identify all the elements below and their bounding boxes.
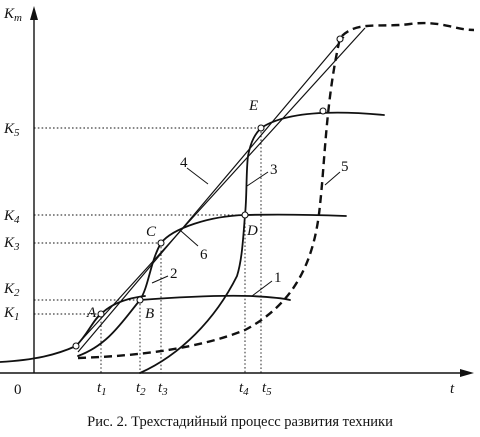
x-tick-t5: t5 <box>262 380 272 398</box>
x-axis-arrowhead <box>460 369 474 377</box>
point-a-marker <box>97 310 105 318</box>
curve-3-stage3 <box>139 111 385 374</box>
point-d-marker <box>241 211 249 219</box>
point-a-label: A <box>86 305 97 321</box>
curve-1-stage1-ext <box>139 294 291 301</box>
curve-4-label: 4 <box>180 155 188 171</box>
point-c-marker <box>157 239 165 247</box>
curve-base-segment <box>0 345 77 363</box>
curve-1-leader <box>251 280 273 297</box>
point-top-marker <box>336 35 344 43</box>
x-tick-t2: t2 <box>136 380 146 398</box>
point-start-marker <box>72 342 80 350</box>
y-tick-k2: K2 <box>3 281 20 299</box>
curve-6-stage1 <box>75 295 146 347</box>
y-axis-arrowhead <box>30 6 38 20</box>
point-b-marker <box>136 296 144 304</box>
curve-2-leader <box>151 275 169 284</box>
point-e-label: E <box>248 98 258 114</box>
curve-5-dashed <box>77 21 475 360</box>
origin-label: 0 <box>14 382 22 398</box>
point-plateau5-marker <box>319 107 327 115</box>
x-tick-t4: t4 <box>239 380 249 398</box>
y-tick-k3: K3 <box>3 235 20 253</box>
y-axis-label: Km <box>3 6 22 24</box>
curve-5-label: 5 <box>341 159 349 175</box>
x-axis-label: t <box>450 381 455 397</box>
curve-3-leader <box>246 171 269 187</box>
curve-4-lower-line <box>77 36 345 353</box>
y-tick-k1: K1 <box>3 305 20 323</box>
curve-6-label: 6 <box>200 247 208 263</box>
curve-4-upper-line <box>75 27 366 347</box>
curve-3-label: 3 <box>270 162 278 178</box>
point-d-label: D <box>246 223 258 239</box>
x-tick-t1: t1 <box>97 380 107 398</box>
curve-2-label: 2 <box>170 266 178 282</box>
curve-5-leader <box>324 171 341 186</box>
y-tick-k4: K4 <box>3 208 20 226</box>
curve-4-leader <box>186 167 209 185</box>
point-e-marker <box>257 124 265 132</box>
curve-1-label: 1 <box>274 270 282 286</box>
x-tick-t3: t3 <box>158 380 168 398</box>
curve-2-stage2 <box>77 213 347 357</box>
figure-caption: Рис. 2. Трехстадийный процесс развития т… <box>87 414 393 430</box>
technology-development-diagram: Km t 0 K5 K4 K3 K2 K1 t1 t2 t3 t4 t5 1 2… <box>0 6 475 398</box>
curve-6-leader <box>180 230 199 247</box>
point-c-label: C <box>146 224 157 240</box>
point-b-label: B <box>145 306 154 322</box>
y-tick-k5: K5 <box>3 121 20 139</box>
